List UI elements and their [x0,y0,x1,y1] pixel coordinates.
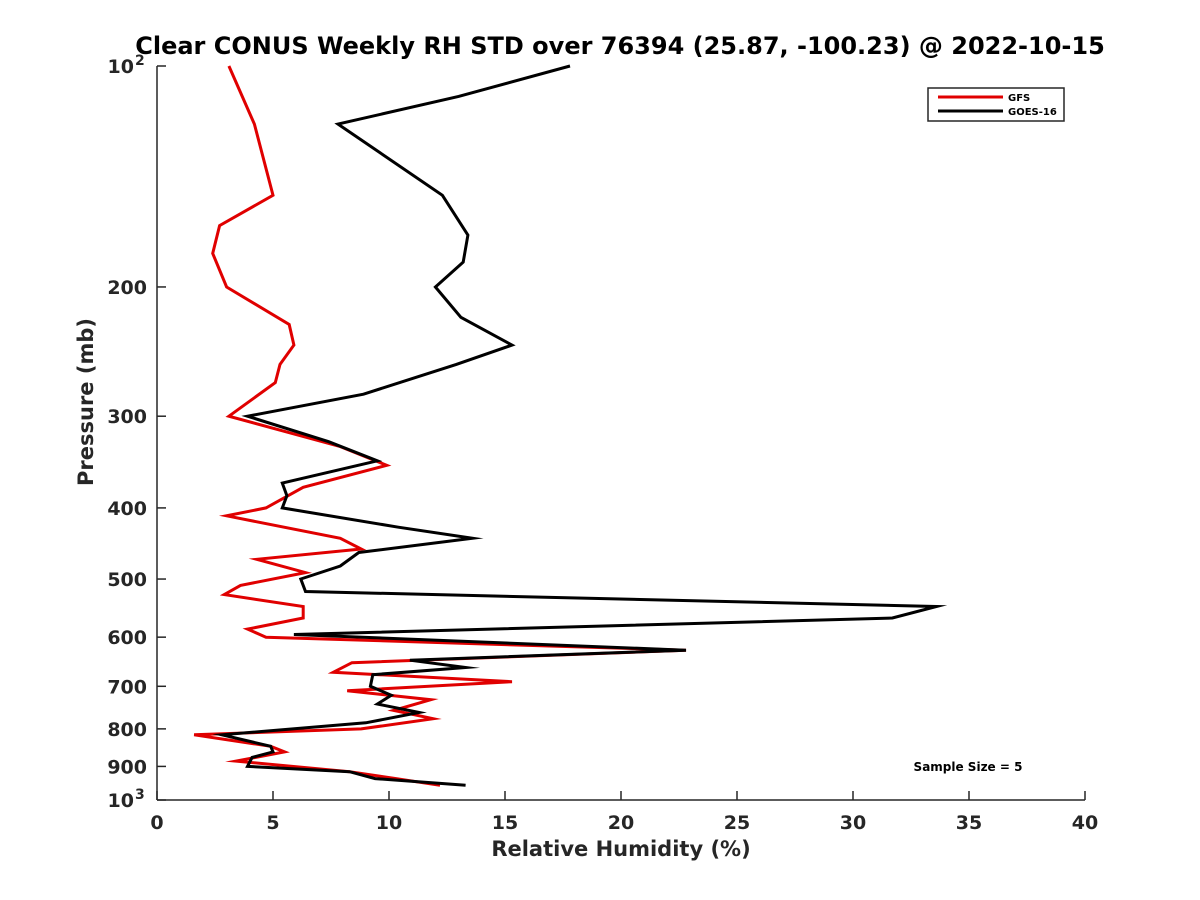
chart-title: Clear CONUS Weekly RH STD over 76394 (25… [135,32,1105,60]
sample-size-annotation: Sample Size = 5 [914,760,1023,774]
y-tick-label: 600 [107,627,147,649]
x-tick-label: 20 [608,812,634,834]
y-tick-label: 200 [107,277,147,299]
y-tick-label: 300 [107,406,147,428]
y-tick-label: 10 [108,790,134,812]
y-tick-exponent: 3 [135,787,145,803]
x-tick-label: 30 [840,812,866,834]
series-line-goes16 [212,64,948,787]
x-tick-label: 15 [492,812,518,834]
y-tick-label: 500 [107,569,147,591]
y-tick-label: 10 [108,56,134,78]
plot-area [157,66,1085,800]
x-tick-label: 25 [724,812,750,834]
y-tick-label: 700 [107,676,147,698]
legend: GFS GOES-16 [927,87,1065,122]
x-tick-label: 0 [150,812,163,834]
legend-label-goes16: GOES-16 [1008,107,1057,118]
y-tick-exponent: 2 [135,53,145,69]
legend-label-gfs: GFS [1008,93,1030,104]
x-tick-label: 35 [956,812,982,834]
x-tick-label: 40 [1072,812,1098,834]
series-layer [193,64,948,787]
y-axis-title: Pressure (mb) [74,318,98,486]
y-tick-label: 900 [107,756,147,778]
x-axis-title: Relative Humidity (%) [491,837,750,861]
x-axis-ticks: 0 5 10 15 20 25 30 35 40 [150,791,1098,834]
x-tick-label: 10 [376,812,402,834]
y-tick-label: 800 [107,719,147,741]
y-tick-label: 400 [107,498,147,520]
x-tick-label: 5 [266,812,279,834]
series-line-gfs [193,65,687,787]
legend-box [927,87,1065,122]
